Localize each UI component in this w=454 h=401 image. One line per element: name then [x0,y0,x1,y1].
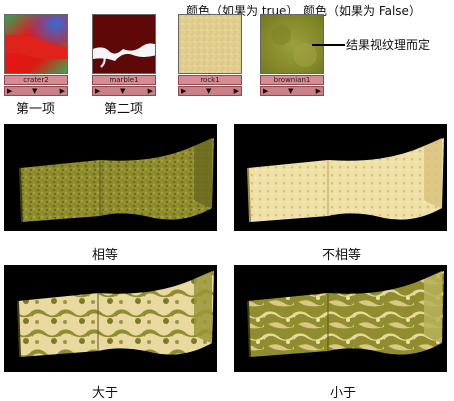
wavy-surface-render [247,271,444,358]
swatch-name: brownian1 [260,75,324,85]
arrow-right-icon[interactable]: ▶ [7,87,13,95]
swatch-controls[interactable]: ▶ ▼ ▶ [92,86,156,96]
chevron-down-icon[interactable]: ▼ [32,87,38,95]
wavy-surface-render [19,138,214,223]
arrow-right-icon[interactable]: ▶ [233,87,239,95]
swatch-rock1[interactable]: rock1 ▶ ▼ ▶ [178,14,242,96]
crater-texture-thumbnail [4,14,68,74]
second-item-caption: 第二项 [104,102,144,117]
render-panel-equal [4,124,217,231]
swatch-controls[interactable]: ▶ ▼ ▶ [260,86,324,96]
arrow-right-icon[interactable]: ▶ [95,87,101,95]
wavy-surface-render [247,138,444,223]
caption-less: 小于 [330,386,357,401]
swatch-controls[interactable]: ▶ ▼ ▶ [4,86,68,96]
render-panel-not-equal [234,124,447,231]
annotation-leader-line [312,44,345,46]
wavy-surface-render [17,271,214,358]
false-color-label: 颜色（如果为 False） [303,4,421,18]
arrow-right-icon[interactable]: ▶ [59,87,65,95]
arrow-right-icon[interactable]: ▶ [263,87,269,95]
caption-equal: 相等 [92,248,119,263]
render-panel-greater [4,265,217,372]
marble-texture-thumbnail [92,14,156,74]
swatch-name: rock1 [178,75,242,85]
arrow-right-icon[interactable]: ▶ [147,87,153,95]
chevron-down-icon[interactable]: ▼ [288,87,294,95]
swatch-controls[interactable]: ▶ ▼ ▶ [178,86,242,96]
arrow-right-icon[interactable]: ▶ [315,87,321,95]
caption-greater: 大于 [92,386,119,401]
render-panel-less [234,265,447,372]
swatch-name: marble1 [92,75,156,85]
chevron-down-icon[interactable]: ▼ [120,87,126,95]
rock-texture-thumbnail [178,14,242,74]
arrow-right-icon[interactable]: ▶ [181,87,187,95]
caption-not-equal: 不相等 [322,248,362,263]
swatch-name: crater2 [4,75,68,85]
swatch-brownian1[interactable]: brownian1 ▶ ▼ ▶ [260,14,324,96]
annotation-text: 结果视纹理而定 [346,38,431,52]
swatch-crater2[interactable]: crater2 ▶ ▼ ▶ [4,14,68,96]
chevron-down-icon[interactable]: ▼ [206,87,212,95]
first-item-caption: 第一项 [16,102,56,117]
swatch-marble1[interactable]: marble1 ▶ ▼ ▶ [92,14,156,96]
